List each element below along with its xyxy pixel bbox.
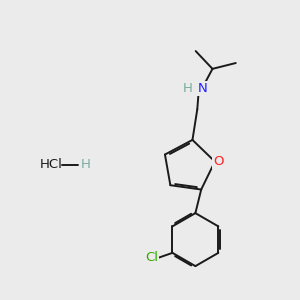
Text: HCl: HCl (40, 158, 63, 171)
Text: Cl: Cl (145, 251, 158, 264)
Text: N: N (197, 82, 207, 95)
Text: H: H (80, 158, 90, 171)
Text: H: H (183, 82, 193, 95)
Text: O: O (214, 155, 224, 168)
